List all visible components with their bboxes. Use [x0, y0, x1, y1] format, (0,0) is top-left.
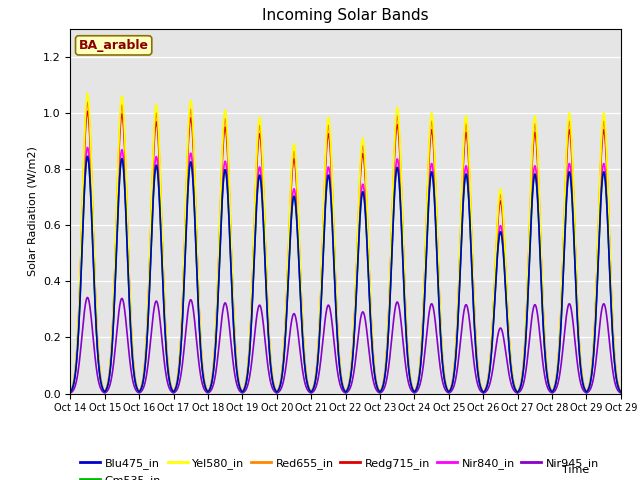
Gm535_in: [267, 362, 275, 368]
Redg715_in: [206, 385, 214, 391]
Nir945_in: [479, 390, 487, 396]
Nir945_in: [356, 317, 364, 323]
Nir840_in: [267, 361, 275, 367]
Nir945_in: [267, 379, 275, 385]
Yel580_in: [584, 386, 592, 392]
Redg715_in: [479, 389, 487, 395]
Gm535_in: [245, 356, 253, 362]
Nir945_in: [584, 389, 592, 395]
Gm535_in: [83, 154, 91, 159]
Blu475_in: [479, 389, 487, 395]
Nir840_in: [206, 385, 214, 391]
Blu475_in: [245, 356, 253, 362]
Gm535_in: [584, 387, 592, 393]
Red655_in: [206, 384, 214, 390]
Nir945_in: [617, 390, 625, 396]
Redg715_in: [67, 389, 74, 395]
Redg715_in: [356, 173, 364, 179]
Blu475_in: [588, 374, 595, 380]
Line: Redg715_in: Redg715_in: [70, 111, 621, 392]
Yel580_in: [479, 389, 487, 395]
Redg715_in: [267, 357, 275, 363]
Yel580_in: [83, 91, 91, 96]
Gm535_in: [67, 389, 74, 395]
Gm535_in: [356, 208, 364, 214]
Yel580_in: [356, 159, 364, 165]
Nir840_in: [584, 387, 592, 393]
Redg715_in: [83, 108, 91, 114]
Yel580_in: [67, 388, 74, 394]
Nir840_in: [479, 389, 487, 395]
Blu475_in: [267, 362, 275, 368]
Nir840_in: [83, 144, 91, 150]
Text: BA_arable: BA_arable: [79, 39, 148, 52]
Line: Blu475_in: Blu475_in: [70, 156, 621, 392]
Red655_in: [584, 386, 592, 392]
Nir945_in: [245, 377, 253, 383]
Gm535_in: [206, 386, 214, 392]
Legend: Blu475_in, Gm535_in, Yel580_in, Red655_in, Redg715_in, Nir840_in, Nir945_in: Blu475_in, Gm535_in, Yel580_in, Red655_i…: [76, 454, 604, 480]
Red655_in: [245, 348, 253, 354]
Line: Red655_in: Red655_in: [70, 102, 621, 392]
Red655_in: [83, 99, 91, 105]
Red655_in: [617, 389, 625, 395]
Blu475_in: [356, 208, 364, 214]
Nir840_in: [356, 201, 364, 207]
Y-axis label: Solar Radiation (W/m2): Solar Radiation (W/m2): [28, 146, 37, 276]
Gm535_in: [617, 389, 625, 395]
Blu475_in: [206, 386, 214, 392]
Line: Gm535_in: Gm535_in: [70, 156, 621, 392]
Text: Time: Time: [561, 465, 589, 475]
Nir945_in: [83, 295, 91, 300]
Nir945_in: [67, 390, 74, 396]
Red655_in: [588, 371, 595, 376]
Line: Yel580_in: Yel580_in: [70, 94, 621, 392]
Nir840_in: [588, 374, 595, 380]
Line: Nir945_in: Nir945_in: [70, 298, 621, 393]
Blu475_in: [584, 387, 592, 393]
Nir840_in: [67, 389, 74, 395]
Blu475_in: [83, 154, 91, 159]
Nir945_in: [588, 384, 595, 390]
Redg715_in: [617, 389, 625, 395]
Redg715_in: [588, 372, 595, 377]
Yel580_in: [206, 384, 214, 390]
Yel580_in: [617, 389, 625, 395]
Red655_in: [356, 167, 364, 172]
Line: Nir840_in: Nir840_in: [70, 147, 621, 392]
Nir840_in: [245, 355, 253, 360]
Gm535_in: [588, 374, 595, 380]
Yel580_in: [267, 355, 275, 360]
Yel580_in: [245, 347, 253, 352]
Redg715_in: [584, 386, 592, 392]
Redg715_in: [245, 349, 253, 355]
Red655_in: [67, 388, 74, 394]
Blu475_in: [67, 389, 74, 395]
Red655_in: [479, 389, 487, 395]
Nir945_in: [206, 389, 214, 395]
Yel580_in: [588, 370, 595, 376]
Gm535_in: [479, 389, 487, 395]
Title: Incoming Solar Bands: Incoming Solar Bands: [262, 9, 429, 24]
Blu475_in: [617, 389, 625, 395]
Nir840_in: [617, 389, 625, 395]
Red655_in: [267, 356, 275, 362]
